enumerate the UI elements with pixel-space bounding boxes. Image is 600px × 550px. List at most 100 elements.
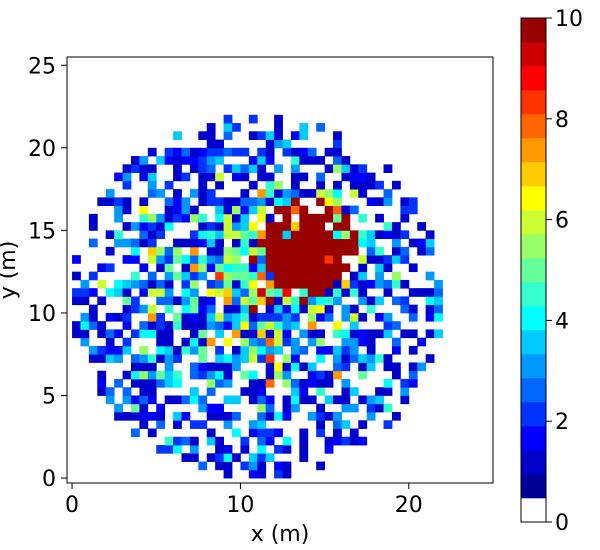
heatmap-cell — [164, 362, 174, 372]
heatmap-cell — [122, 387, 132, 396]
heatmap-cell — [130, 279, 140, 289]
heatmap-cell — [316, 180, 326, 190]
heatmap-cell — [189, 205, 199, 215]
heatmap-cell — [290, 362, 300, 372]
heatmap-cell — [341, 263, 351, 273]
heatmap-cell — [181, 156, 191, 165]
heatmap-cell — [333, 147, 342, 157]
heatmap-cell — [248, 246, 258, 256]
heatmap-cell — [425, 354, 435, 363]
heatmap-cell — [316, 337, 326, 347]
heatmap-cell — [341, 337, 351, 347]
heatmap-cell — [257, 469, 267, 479]
heatmap-cell — [425, 312, 435, 322]
heatmap-cell — [324, 246, 334, 256]
heatmap-cell — [173, 312, 182, 322]
heatmap-cell — [265, 370, 275, 380]
heatmap-cell — [164, 304, 174, 314]
heatmap-cell — [248, 395, 258, 405]
heatmap-cell — [290, 354, 300, 363]
colorbar-tick-label: 6 — [555, 209, 569, 234]
heatmap-cell — [189, 345, 199, 355]
heatmap-cell — [97, 354, 107, 363]
heatmap-cell — [97, 329, 107, 339]
heatmap-cell — [223, 461, 233, 471]
heatmap-cell — [173, 420, 182, 429]
heatmap-cell — [240, 329, 250, 339]
heatmap-cell — [198, 395, 208, 405]
colorbar-segment — [521, 282, 546, 307]
heatmap-cell — [156, 378, 166, 388]
heatmap-cell — [189, 279, 199, 289]
heatmap-cell — [408, 238, 418, 248]
heatmap-cell — [282, 189, 292, 198]
heatmap-cell — [274, 238, 283, 248]
heatmap-cell — [307, 222, 317, 231]
heatmap-cell — [358, 213, 368, 223]
heatmap-cell — [139, 329, 149, 339]
heatmap-cell — [341, 345, 351, 355]
heatmap-cell — [215, 147, 224, 157]
heatmap-cell — [223, 131, 233, 140]
heatmap-cell — [173, 445, 182, 454]
heatmap-cell — [257, 189, 267, 198]
heatmap-cell — [257, 246, 267, 256]
heatmap-cell — [139, 354, 149, 363]
heatmap-cell — [130, 354, 140, 363]
heatmap-cell — [198, 213, 208, 223]
heatmap-cell — [232, 164, 241, 173]
heatmap-cell — [366, 337, 376, 347]
heatmap-cell — [147, 172, 157, 182]
heatmap-cell — [375, 246, 384, 256]
heatmap-cell — [366, 172, 376, 182]
heatmap-cell — [282, 469, 292, 479]
heatmap-cell — [223, 337, 233, 347]
heatmap-cell — [333, 279, 342, 289]
heatmap-cell — [164, 354, 174, 363]
heatmap-cell — [265, 304, 275, 314]
colorbar-tick-label: 8 — [555, 108, 569, 133]
heatmap-cell — [333, 321, 342, 330]
heatmap-cell — [240, 461, 250, 471]
heatmap-cell — [248, 197, 258, 207]
heatmap-cell — [189, 436, 199, 446]
heatmap-cell — [391, 279, 401, 289]
heatmap-cell — [434, 329, 443, 339]
heatmap-cell — [434, 288, 443, 297]
heatmap-cell — [324, 304, 334, 314]
heatmap-cell — [232, 279, 241, 289]
heatmap-cell — [206, 312, 216, 322]
heatmap-cell — [198, 354, 208, 363]
heatmap-cell — [223, 445, 233, 454]
heatmap-cell — [156, 354, 166, 363]
heatmap-cell — [80, 279, 90, 289]
heatmap-cell — [358, 230, 368, 240]
heatmap-cell — [400, 197, 410, 207]
heatmap-cell — [391, 246, 401, 256]
colorbar-tick-label: 10 — [555, 7, 583, 32]
heatmap-cell — [316, 312, 326, 322]
heatmap-cell — [282, 378, 292, 388]
heatmap-cell — [299, 296, 309, 306]
heatmap-cell — [358, 436, 368, 446]
heatmap-cell — [316, 189, 326, 198]
colorbar-segment — [521, 306, 546, 331]
y-tick-label: 10 — [28, 302, 56, 327]
heatmap-cell — [366, 412, 376, 421]
heatmap-cell — [316, 370, 326, 380]
heatmap-cell — [181, 296, 191, 306]
heatmap-cell — [232, 205, 241, 215]
heatmap-cell — [147, 321, 157, 330]
heatmap-cell — [147, 147, 157, 157]
heatmap-cell — [274, 222, 283, 231]
heatmap-cell — [274, 230, 283, 240]
heatmap-cell — [105, 337, 115, 347]
heatmap-cell — [173, 246, 182, 256]
heatmap-cell — [358, 288, 368, 297]
heatmap-cell — [341, 230, 351, 240]
heatmap-cell — [72, 271, 81, 281]
heatmap-cell — [215, 370, 224, 380]
heatmap-cell — [290, 279, 300, 289]
heatmap-cell — [274, 461, 283, 471]
heatmap-cell — [248, 180, 258, 190]
